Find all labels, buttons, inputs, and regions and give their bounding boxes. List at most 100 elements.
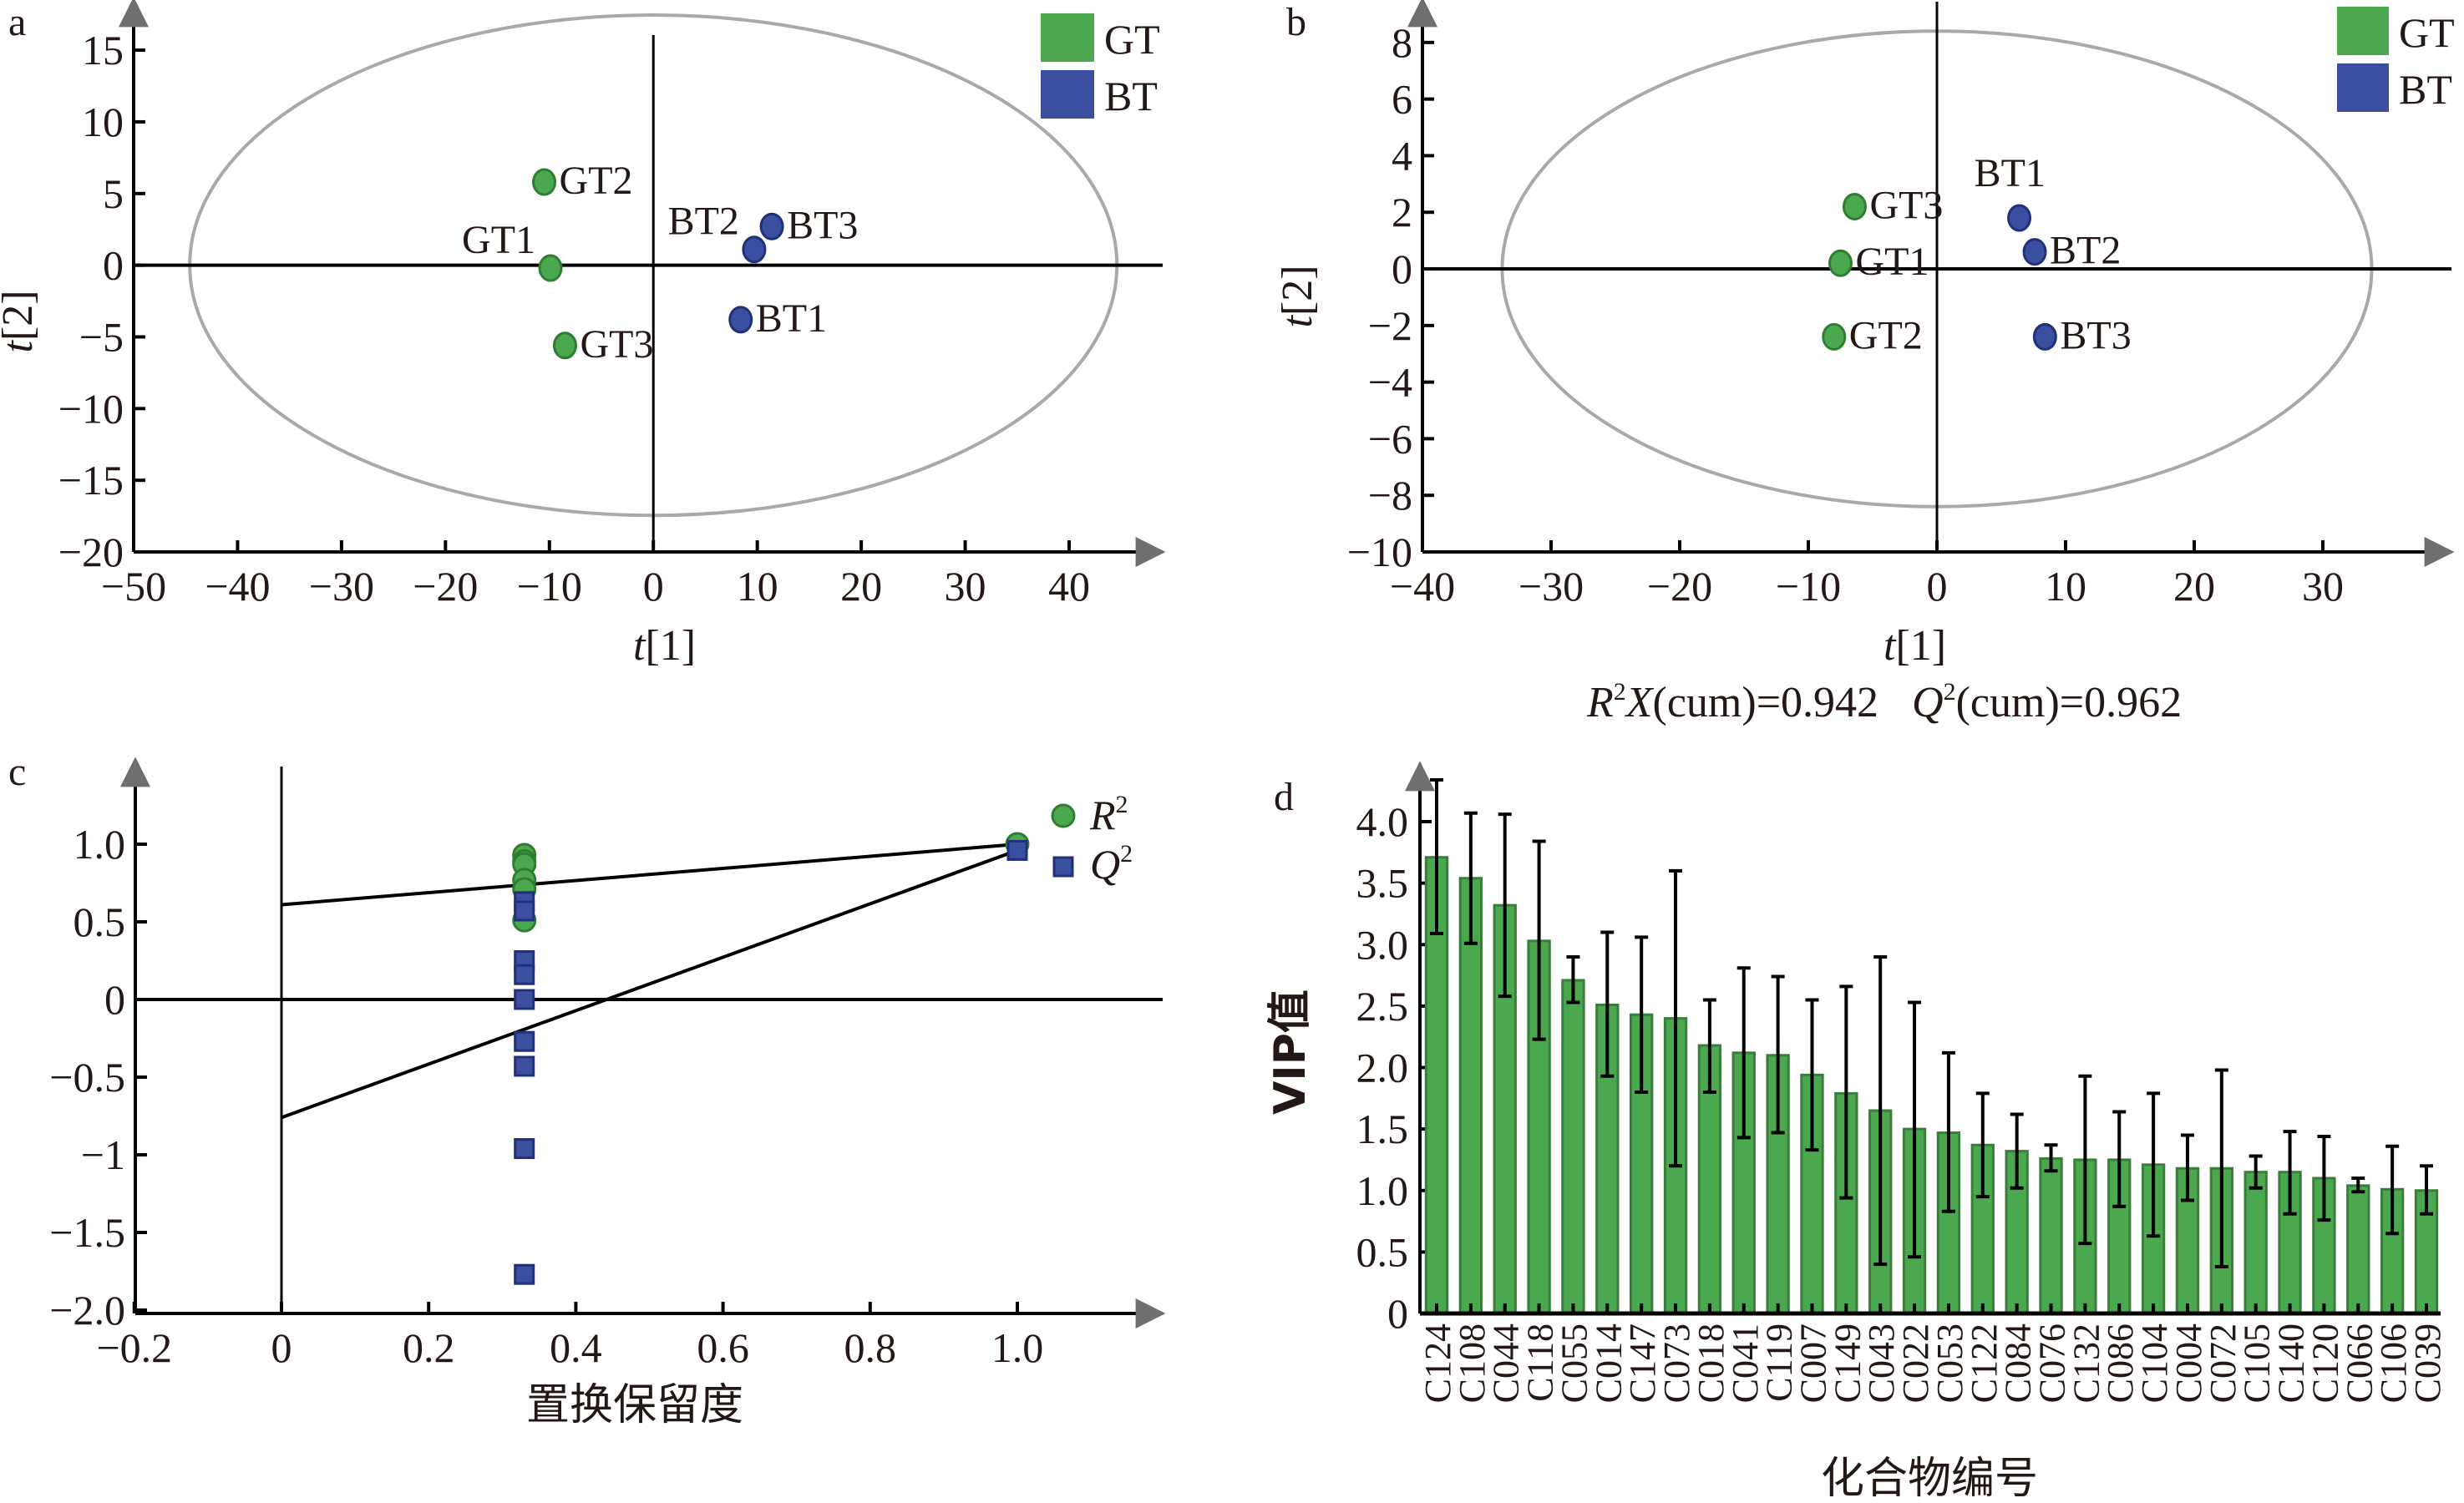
y-tick-label: 8 (1392, 19, 1412, 66)
x-tick-label: 0 (643, 563, 664, 610)
category-label: C073 (1656, 1323, 1697, 1403)
category-label: C106 (2373, 1323, 2414, 1403)
y-tick-label: −2 (1368, 302, 1412, 349)
data-point-gt2 (532, 168, 557, 196)
x-tick-label: 10 (2045, 563, 2086, 610)
category-label: C108 (1452, 1323, 1493, 1403)
y-tick-label: 0 (103, 242, 124, 289)
q2-value: (cum)=0.962 (1956, 679, 2183, 726)
q2-point (514, 989, 535, 1010)
point-label-gt1: GT1 (462, 218, 535, 262)
x-tick-label: 20 (2173, 563, 2215, 610)
panel-a-x-axis-title: t[1] (633, 622, 696, 670)
x-axis-index: [1] (1895, 622, 1946, 670)
y-tick-label: 2.0 (1356, 1045, 1409, 1091)
data-point-gt1 (538, 254, 563, 282)
y-tick-label: 1.5 (1356, 1106, 1409, 1152)
y-tick-label: 2.5 (1356, 983, 1409, 1030)
bar-c066 (2346, 1184, 2370, 1315)
legend-bt-swatch (2337, 63, 2389, 112)
category-label: C122 (1964, 1323, 2005, 1403)
point-label-bt3: BT3 (787, 203, 858, 247)
data-point-bt1 (2007, 204, 2032, 232)
category-label: C022 (1895, 1323, 1936, 1403)
y-tick-label: 5 (103, 170, 124, 217)
y-axis-var: t (0, 340, 42, 353)
q2-point (514, 1055, 535, 1077)
x-tick-label: 0 (271, 1324, 292, 1371)
legend-gt-label: GT (1104, 16, 1160, 63)
x-tick-label: 10 (737, 563, 778, 610)
r2-symbol: R (1586, 679, 1614, 726)
panel-c-legend: R2 Q2 (1051, 791, 1133, 888)
y-tick-label: 6 (1392, 76, 1412, 123)
regression-line-r2-line (281, 843, 1018, 907)
y-tick-label: 0.5 (1356, 1228, 1409, 1275)
y-tick-label: −4 (1368, 359, 1412, 406)
regression-line-q2-line (281, 848, 1018, 1120)
q2-point (514, 1030, 535, 1052)
panel-c-plot-area: −0.2 0 0.2 0.4 0.6 0.8 1.0 −2.0 −1.5 −1 −0.5 0 0.5 1.… (49, 757, 1166, 1371)
r2x-value: (cum)=0.942 (1653, 679, 1879, 726)
x-tick-label: 40 (1048, 563, 1090, 610)
x-tick-label: −20 (1647, 563, 1712, 610)
y-tick-label: 0 (1387, 1290, 1408, 1337)
category-label: C104 (2134, 1323, 2175, 1403)
x-tick-label: −30 (309, 563, 374, 610)
q2-point (514, 900, 535, 922)
bar-c105 (2243, 1171, 2268, 1315)
panel-b-x-axis-title: t[1] (1883, 622, 1946, 670)
panel-b-score-plot: b −40 −30 −20 −10 0 10 20 30−10−8−6−4−202468GT3… (1274, 0, 2455, 726)
x-tick-label: 0.8 (844, 1324, 897, 1371)
y-tick-label: 2 (1392, 189, 1412, 235)
legend-r2-label: R2 (1089, 791, 1128, 838)
x-tick-label: −10 (1776, 563, 1841, 610)
panel-d-vip-bar-chart: d 00.51.01.52.02.53.03.54.0C124C108C044C… (1265, 761, 2448, 1503)
legend-gt-swatch (2337, 7, 2389, 55)
x-tick-label: 0 (1927, 563, 1948, 610)
y-tick-label: −10 (1347, 529, 1412, 575)
x-tick-label: −40 (1390, 563, 1455, 610)
category-label: C043 (1861, 1323, 1902, 1403)
x-tick-label: 30 (945, 563, 986, 610)
legend-bt-label: BT (2399, 66, 2452, 113)
y-tick-label: −0.5 (49, 1054, 125, 1101)
y-tick-label: −15 (58, 457, 124, 504)
x-axis-index: [1] (645, 622, 696, 670)
x-axis-var: t (1883, 622, 1897, 670)
r2-superscript: 2 (1116, 791, 1128, 818)
legend-gt-label: GT (2399, 9, 2455, 56)
x-tick-label: −40 (205, 563, 270, 610)
category-label: C041 (1725, 1323, 1766, 1403)
category-label: C149 (1827, 1323, 1868, 1403)
panel-letter-d: d (1274, 775, 1294, 819)
category-label: C053 (1929, 1323, 1970, 1403)
r2-symbol: R (1089, 792, 1116, 838)
x-tick-label: 20 (840, 563, 882, 610)
y-tick-label: 3.5 (1356, 860, 1409, 907)
category-label: C014 (1588, 1323, 1629, 1403)
q2-point (514, 964, 535, 985)
category-label: C147 (1622, 1323, 1663, 1403)
x-tick-label: 0.6 (697, 1324, 749, 1371)
panel-c-permutation-plot: c −0.2 0 0.2 0.4 0.6 0.8 1.0 −2.0 −1.5 −1 −0.5 0 0.5… (8, 750, 1166, 1430)
panel-b-model-stats: R2X(cum)=0.942 Q2(cum)=0.962 (1586, 678, 2182, 726)
data-point-gt3 (552, 331, 577, 360)
category-label: C039 (2407, 1323, 2448, 1403)
x-tick-label: −0.2 (96, 1324, 172, 1371)
r2-x-symbol: X (1625, 679, 1655, 726)
point-label-gt2: GT2 (1849, 313, 1923, 357)
panel-d-x-axis-title: 化合物编号 (1821, 1454, 2038, 1503)
point-label-gt3: GT3 (580, 322, 653, 367)
y-tick-label: −8 (1368, 472, 1412, 519)
category-label: C004 (2168, 1323, 2209, 1403)
category-label: C140 (2271, 1323, 2312, 1403)
panel-a-plot-area: −50 −40 −30 −20 −10 0 10 20 30 40−20−15−10−505101… (58, 0, 1166, 610)
panel-a-legend: GT BT (1041, 13, 1160, 119)
data-point-bt2 (2022, 238, 2047, 266)
point-label-gt1: GT1 (1856, 240, 1929, 284)
y-tick-label: −1.5 (49, 1209, 125, 1256)
category-label: C072 (2203, 1323, 2243, 1403)
legend-bt-label: BT (1104, 73, 1158, 119)
legend-q2-label: Q2 (1090, 840, 1133, 888)
